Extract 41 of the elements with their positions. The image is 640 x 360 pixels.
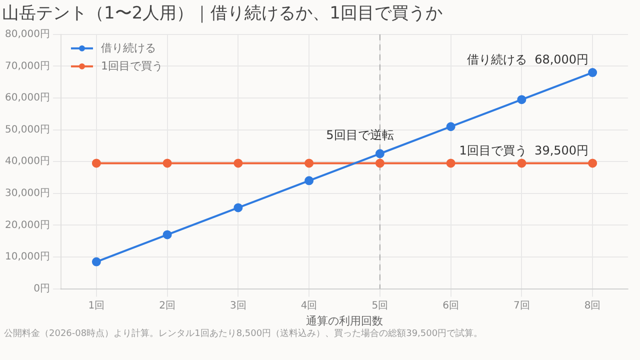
x-tick-label: 2回 (159, 300, 176, 312)
y-tick-label: 80,000円 (4, 28, 50, 40)
point (162, 230, 172, 240)
y-tick-label: 0円 (34, 283, 50, 294)
x-tick-label: 8回 (584, 300, 601, 312)
point (517, 95, 526, 104)
x-tick-label: 3回 (230, 300, 246, 312)
point (304, 176, 314, 186)
point (446, 122, 456, 132)
y-tick-label: 10,000円 (4, 252, 50, 263)
point (588, 68, 598, 78)
x-tick-label: 1回 (88, 300, 105, 312)
y-tick-label: 70,000円 (4, 60, 50, 72)
x-axis-title: 通算の利用回数 (306, 314, 383, 328)
point (375, 149, 384, 158)
y-tick-label: 20,000円 (4, 220, 50, 231)
point (162, 158, 172, 168)
point (234, 158, 243, 168)
x-tick-label: 4回 (300, 300, 318, 312)
y-tick-label: 60,000円 (4, 92, 50, 104)
annotation: 5回目で逆転 (326, 128, 394, 142)
legend-label: 借り続ける (100, 41, 156, 54)
text: 公開料金（2026-08時点）より計算。レンタル1回あたり8,500円（送料込み）、買った場合の総額39,500円で試算。 (3, 328, 484, 340)
point (92, 158, 101, 168)
x-tick-label: 6回 (442, 300, 459, 312)
point (375, 158, 384, 168)
annotation: 借り続ける 68,000円 (466, 52, 589, 67)
y-tick-label: 30,000円 (4, 188, 50, 199)
point (446, 158, 456, 168)
x-tick-label: 5回 (372, 300, 388, 312)
point (304, 158, 314, 168)
y-tick-label: 50,000円 (4, 124, 50, 136)
point (92, 257, 101, 266)
x-tick-label: 7回 (514, 300, 530, 312)
point (588, 158, 598, 168)
chart-title: 山岳テント（1〜2人用）｜借り続けるか、1回目で買うか (2, 4, 442, 24)
point (234, 203, 243, 212)
y-tick-label: 40,000円 (4, 156, 50, 168)
legend-label: 1回目で買う (100, 59, 163, 72)
annotation: 1回目で買う 39,500円 (459, 143, 589, 158)
point (517, 158, 526, 168)
